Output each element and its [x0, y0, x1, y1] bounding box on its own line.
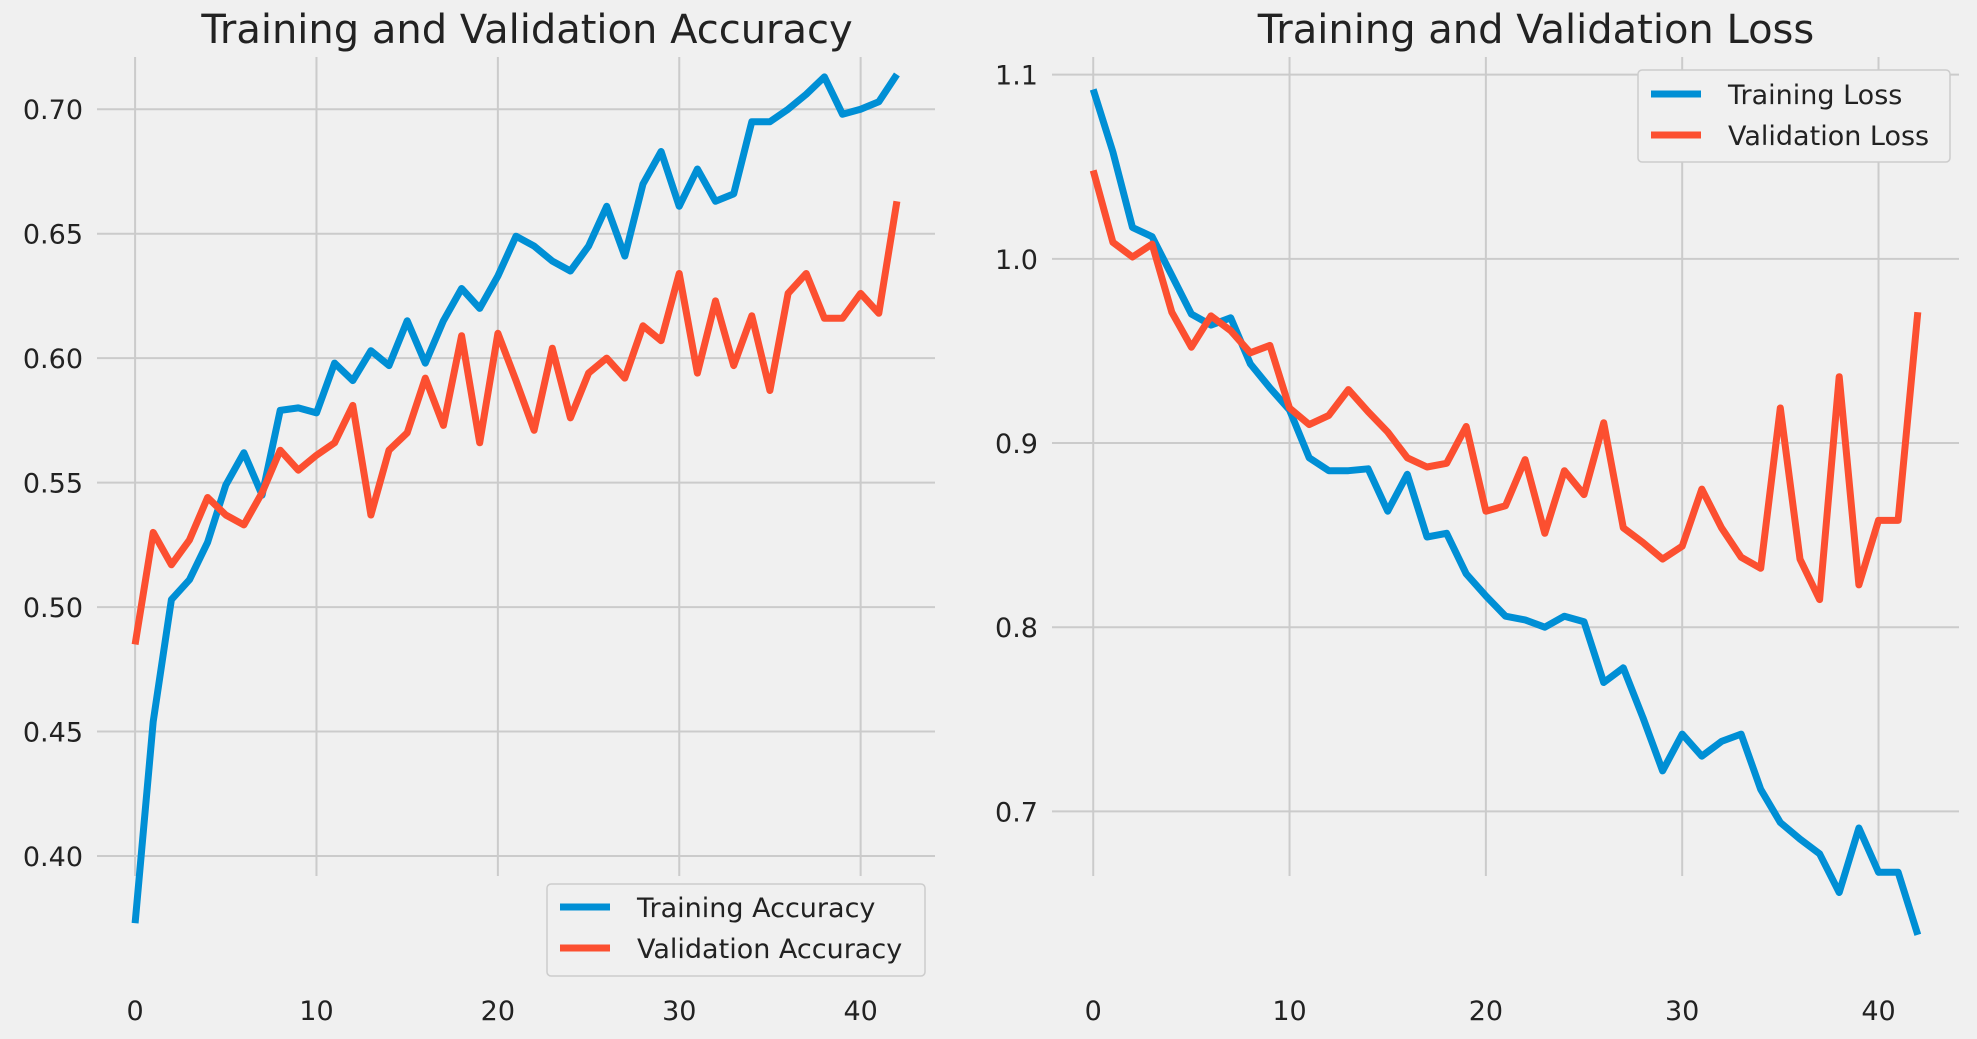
accuracy-x-tick-label: 20	[481, 996, 515, 1027]
loss-chart: Training and Validation Loss 0.7 0.8 0.9 1.…	[995, 7, 1959, 1027]
loss-legend-box	[1637, 69, 1951, 163]
accuracy-legend: Training Accuracy Validation Accuracy	[546, 883, 926, 977]
accuracy-y-tick-label: 0.65	[23, 220, 83, 251]
accuracy-x-tick-label: 40	[843, 996, 877, 1027]
loss-y-ticks: 0.7 0.8 0.9 1.0 1.1	[995, 61, 1038, 829]
accuracy-x-tick-label: 30	[662, 996, 696, 1027]
accuracy-y-tick-label: 0.60	[23, 344, 83, 375]
accuracy-y-tick-label: 0.55	[23, 469, 83, 500]
series-line-training-loss	[1089, 88, 1922, 936]
loss-lines	[1089, 88, 1922, 936]
loss-x-tick-label: 30	[1665, 996, 1699, 1027]
series-line-validation-loss	[1089, 169, 1922, 604]
loss-y-tick-label: 0.9	[995, 429, 1038, 460]
accuracy-y-tick-label: 0.50	[23, 593, 83, 624]
accuracy-legend-box	[546, 883, 926, 977]
loss-x-ticks: 0 10 20 30 40	[1085, 996, 1896, 1027]
legend-label-validation-accuracy: Validation Accuracy	[637, 934, 902, 965]
loss-y-tick-label: 1.0	[995, 245, 1038, 276]
loss-y-tick-label: 1.1	[995, 61, 1038, 92]
accuracy-y-tick-label: 0.70	[23, 95, 83, 126]
accuracy-y-tick-label: 0.40	[23, 842, 83, 873]
loss-x-tick-label: 40	[1861, 996, 1895, 1027]
accuracy-x-tick-label: 10	[299, 996, 333, 1027]
loss-x-tick-label: 0	[1085, 996, 1102, 1027]
accuracy-chart: Training and Validation Accuracy 0.400.4…	[23, 7, 935, 1027]
legend-label-training-accuracy: Training Accuracy	[636, 893, 875, 924]
loss-x-tick-label: 10	[1272, 996, 1306, 1027]
legend-label-training-loss: Training Loss	[1727, 80, 1902, 111]
accuracy-chart-title: Training and Validation Accuracy	[200, 7, 852, 53]
loss-y-tick-label: 0.8	[995, 613, 1038, 644]
accuracy-y-tick-label: 0.45	[23, 718, 83, 749]
legend-label-validation-loss: Validation Loss	[1728, 121, 1929, 152]
accuracy-x-ticks: 0 10 20 30 40	[126, 996, 877, 1027]
loss-y-tick-label: 0.7	[995, 797, 1038, 828]
loss-legend: Training Loss Validation Loss	[1637, 69, 1951, 163]
series-line-validation-accuracy	[131, 200, 901, 645]
loss-chart-title: Training and Validation Loss	[1257, 7, 1814, 53]
accuracy-x-tick-label: 0	[126, 996, 143, 1027]
loss-x-tick-label: 20	[1469, 996, 1503, 1027]
accuracy-lines	[131, 72, 901, 924]
accuracy-y-ticks: 0.40 0.45 0.50 0.55 0.60 0.65 0.70	[23, 95, 83, 873]
accuracy-grid	[97, 57, 935, 876]
